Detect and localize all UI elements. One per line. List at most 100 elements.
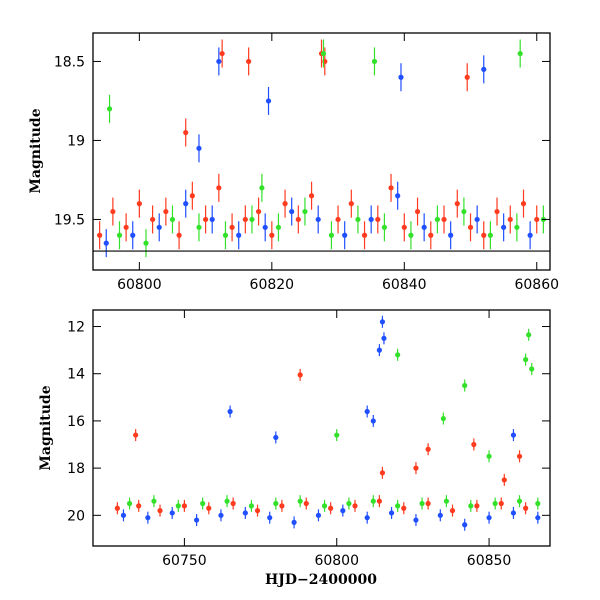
- top-y-tick-label: 18.5: [54, 54, 85, 70]
- top-red-data-point: [481, 232, 487, 238]
- bottom-blue-data-point: [413, 517, 419, 523]
- top-green-data-point: [106, 106, 113, 112]
- bottom-blue-data-point: [364, 408, 370, 415]
- top-red-data-point: [123, 224, 129, 230]
- top-red-data-point: [401, 224, 407, 230]
- bottom-blue-data-point: [242, 510, 248, 516]
- bottom-blue-data-point: [291, 519, 297, 526]
- bottom-green-data-point: [370, 498, 376, 504]
- top-y-tick-label: 19: [67, 133, 85, 149]
- bottom-green-data-point: [529, 366, 535, 372]
- bottom-blue-data-point: [340, 508, 346, 514]
- top-red-data-point: [246, 58, 252, 65]
- bottom-red-data-point: [401, 505, 407, 511]
- bottom-blue-data-point: [510, 432, 517, 438]
- top-red-data-point: [242, 216, 248, 223]
- bottom-red-data-point: [498, 500, 504, 507]
- top-green-data-point: [143, 240, 149, 246]
- top-y-axis-label: Magnitude: [28, 108, 44, 193]
- top-red-data-point: [282, 201, 288, 207]
- top-green-data-point: [434, 216, 441, 223]
- bottom-blue-data-point: [273, 434, 279, 441]
- bottom-green-data-point: [486, 453, 492, 459]
- bottom-red-data-point: [114, 505, 120, 511]
- top-red-data-point: [520, 201, 527, 207]
- top-green-data-point: [517, 50, 523, 57]
- top-red-data-point: [163, 208, 169, 215]
- top-red-data-point: [388, 185, 394, 191]
- top-red-data-point: [507, 216, 513, 223]
- bottom-green-data-point: [126, 500, 133, 507]
- top-green-data-point: [355, 216, 361, 223]
- top-blue-data-point: [395, 193, 401, 199]
- top-green-data-point: [249, 216, 255, 223]
- bottom-green-data-point: [175, 503, 181, 509]
- bottom-red-data-point: [413, 465, 419, 471]
- bottom-blue-data-point: [364, 515, 370, 521]
- top-blue-data-point: [196, 145, 202, 151]
- top-green-data-point: [328, 232, 335, 238]
- top-red-data-point: [308, 193, 315, 199]
- top-red-data-point: [375, 216, 381, 223]
- bottom-red-data-point: [449, 508, 456, 514]
- top-red-data-point: [494, 208, 500, 215]
- bottom-red-data-point: [352, 503, 358, 509]
- bottom-red-data-point: [425, 500, 431, 507]
- bottom-red-data-point: [297, 372, 303, 378]
- bottom-red-data-point: [474, 503, 480, 509]
- bottom-blue-data-point: [388, 510, 395, 516]
- top-red-data-point: [189, 193, 195, 199]
- bottom-red-data-point: [376, 498, 382, 504]
- top-red-data-point: [348, 201, 354, 207]
- top-blue-data-point: [262, 224, 268, 230]
- bottom-green-data-point: [334, 432, 340, 438]
- top-blue-data-point: [315, 216, 321, 223]
- top-green-data-point: [514, 224, 520, 230]
- top-blue-data-point: [501, 224, 507, 230]
- bottom-green-data-point: [492, 500, 498, 507]
- bottom-red-data-point: [206, 505, 212, 511]
- top-red-data-point: [216, 185, 222, 191]
- top-red-data-point: [255, 208, 262, 215]
- bottom-y-axis-label: Magnitude: [38, 385, 54, 470]
- top-blue-data-point: [474, 216, 480, 223]
- top-red-data-point: [150, 216, 156, 223]
- bottom-blue-data-point: [376, 347, 382, 353]
- top-red-data-point: [176, 232, 182, 238]
- top-blue-data-point: [236, 232, 242, 238]
- bottom-red-data-point: [157, 508, 163, 514]
- bottom-x-tick-label: 60750: [162, 553, 207, 569]
- bottom-red-data-point: [136, 503, 142, 509]
- bottom-blue-data-point: [169, 510, 175, 516]
- top-green-data-point: [408, 232, 414, 238]
- bottom-green-data-point: [440, 415, 446, 422]
- bottom-red-data-point: [328, 505, 334, 511]
- bottom-red-data-point: [523, 505, 529, 511]
- top-green-data-point: [116, 232, 123, 238]
- top-red-data-point: [335, 216, 341, 223]
- bottom-blue-data-point: [267, 515, 273, 521]
- top-blue-data-point: [289, 208, 295, 215]
- top-red-data-point: [110, 208, 116, 215]
- bottom-green-data-point: [462, 382, 468, 389]
- bottom-data-marks: [114, 315, 541, 531]
- bottom-green-data-point: [151, 498, 157, 504]
- bottom-y-tick-label: 16: [67, 414, 85, 430]
- bottom-blue-data-point: [510, 510, 517, 516]
- bottom-red-data-point: [379, 470, 386, 476]
- bottom-red-data-point: [471, 441, 477, 448]
- top-y-tick-label: 19.5: [54, 212, 85, 228]
- bottom-blue-data-point: [145, 515, 151, 521]
- top-x-tick-label: 60860: [514, 277, 559, 293]
- top-x-tick-label: 60820: [250, 277, 295, 293]
- top-x-tick-label: 60800: [117, 277, 162, 293]
- top-blue-data-point: [398, 74, 404, 80]
- bottom-green-data-point: [346, 500, 352, 507]
- top-red-data-point: [97, 232, 103, 238]
- top-green-data-point: [381, 224, 388, 230]
- top-red-data-point: [219, 50, 225, 57]
- top-blue-data-point: [209, 216, 215, 223]
- bottom-blue-data-point: [315, 512, 322, 518]
- bottom-blue-data-point: [193, 517, 200, 523]
